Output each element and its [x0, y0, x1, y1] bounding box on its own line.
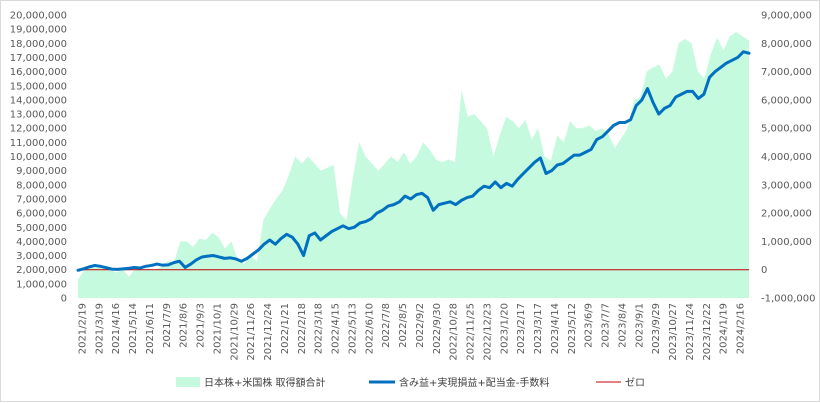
legend-label-zero: ゼロ — [625, 377, 645, 389]
x-tick-label: 2023/9/29 — [651, 303, 662, 354]
x-tick-label: 2023/6/9 — [584, 303, 595, 348]
left-tick-label: 13,000,000 — [10, 110, 67, 121]
x-tick-label: 2022/4/15 — [331, 303, 342, 354]
x-tick-label: 2022/7/8 — [381, 303, 392, 348]
x-tick-label: 2023/5/12 — [567, 303, 578, 354]
left-tick-label: 16,000,000 — [10, 67, 67, 78]
right-y-axis: -1,000,000 0 1,000,000 2,000,000 3,000,000 4,… — [761, 11, 816, 305]
x-tick-label: 2021/8/6 — [179, 303, 190, 348]
right-tick-label: -1,000,000 — [761, 294, 816, 305]
legend: 日本株+米国株 取得額合計 含み益+実現損益+配当金-手数料 ゼロ — [176, 376, 645, 389]
legend-label-area: 日本株+米国株 取得額合計 — [204, 376, 326, 389]
area-series-layer — [78, 31, 749, 298]
x-tick-label: 2022/3/18 — [314, 303, 325, 354]
left-tick-label: 1,000,000 — [16, 279, 67, 290]
x-tick-label: 2023/1/20 — [499, 303, 510, 354]
x-tick-label: 2021/11/26 — [246, 303, 257, 361]
x-tick-label: 2021/6/11 — [145, 303, 156, 354]
x-tick-label: 2022/1/21 — [280, 303, 291, 354]
x-tick-label: 2023/9/1 — [634, 303, 645, 348]
x-tick-label: 2022/8/5 — [398, 303, 409, 348]
right-tick-label: 9,000,000 — [761, 11, 812, 22]
x-tick-label: 2023/11/24 — [685, 303, 696, 361]
right-tick-label: 4,000,000 — [761, 152, 812, 163]
left-tick-label: 18,000,000 — [10, 39, 67, 50]
left-tick-label: 8,000,000 — [16, 180, 67, 191]
x-tick-label: 2023/2/17 — [516, 303, 527, 354]
left-tick-label: 5,000,000 — [16, 223, 67, 234]
x-tick-label: 2023/7/7 — [601, 303, 612, 348]
x-tick-label: 2021/9/3 — [196, 303, 207, 348]
x-tick-label: 2022/9/30 — [432, 303, 443, 354]
x-tick-label: 2022/9/2 — [415, 303, 426, 348]
x-tick-label: 2021/10/29 — [229, 303, 240, 361]
left-tick-label: 0 — [61, 294, 67, 305]
legend-label-line: 含み益+実現損益+配当金-手数料 — [399, 376, 549, 389]
x-tick-label: 2024/1/19 — [719, 303, 730, 354]
left-tick-label: 4,000,000 — [16, 237, 67, 248]
left-tick-label: 17,000,000 — [10, 53, 67, 64]
x-tick-label: 2021/12/24 — [263, 303, 274, 361]
x-tick-label: 2022/12/23 — [482, 303, 493, 361]
right-tick-label: 0 — [761, 265, 767, 276]
right-tick-label: 2,000,000 — [761, 209, 812, 220]
left-tick-label: 15,000,000 — [10, 81, 67, 92]
line-series-layer — [76, 50, 751, 272]
x-tick-label: 2021/3/19 — [94, 303, 105, 354]
x-tick-label: 2022/10/28 — [449, 303, 460, 361]
series-line-profit — [76, 50, 751, 272]
left-tick-label: 9,000,000 — [16, 166, 67, 177]
x-tick-label: 2022/2/18 — [297, 303, 308, 354]
legend-swatch-area — [176, 377, 200, 387]
right-tick-label: 1,000,000 — [761, 237, 812, 248]
x-tick-label: 2021/5/14 — [128, 303, 139, 354]
left-y-axis: 0 1,000,000 2,000,000 3,000,000 4,000,000 5,0… — [10, 11, 67, 305]
series-area-acquisition-total — [78, 31, 749, 298]
x-tick-label: 2021/2/19 — [78, 303, 89, 354]
left-tick-label: 20,000,000 — [10, 11, 67, 22]
left-tick-label: 2,000,000 — [16, 265, 67, 276]
left-tick-label: 3,000,000 — [16, 251, 67, 262]
right-tick-label: 3,000,000 — [761, 180, 812, 191]
x-tick-label: 2021/7/9 — [162, 303, 173, 348]
left-tick-label: 6,000,000 — [16, 209, 67, 220]
x-tick-label: 2022/11/25 — [466, 303, 477, 361]
left-tick-label: 11,000,000 — [10, 138, 67, 149]
x-tick-label: 2024/2/16 — [736, 303, 747, 354]
x-tick-label: 2021/4/16 — [111, 303, 122, 354]
x-tick-label: 2022/6/10 — [364, 303, 375, 354]
x-tick-label: 2022/5/13 — [347, 303, 358, 354]
x-tick-label: 2023/10/27 — [668, 303, 679, 361]
left-tick-label: 10,000,000 — [10, 152, 67, 163]
right-tick-label: 6,000,000 — [761, 95, 812, 106]
x-tick-label: 2023/12/22 — [702, 303, 713, 361]
left-tick-label: 19,000,000 — [10, 25, 67, 36]
right-tick-label: 7,000,000 — [761, 67, 812, 78]
x-tick-label: 2023/3/17 — [533, 303, 544, 354]
left-tick-label: 7,000,000 — [16, 194, 67, 205]
x-axis: 2021/2/19 2021/3/19 2021/4/16 2021/5/14 2021… — [78, 303, 747, 361]
left-tick-label: 14,000,000 — [10, 95, 67, 106]
x-tick-label: 2023/4/14 — [550, 303, 561, 354]
x-tick-label: 2023/8/4 — [617, 303, 628, 348]
left-tick-label: 12,000,000 — [10, 124, 67, 135]
x-tick-label: 2021/10/1 — [212, 303, 223, 354]
right-tick-label: 8,000,000 — [761, 39, 812, 50]
right-tick-label: 5,000,000 — [761, 124, 812, 135]
